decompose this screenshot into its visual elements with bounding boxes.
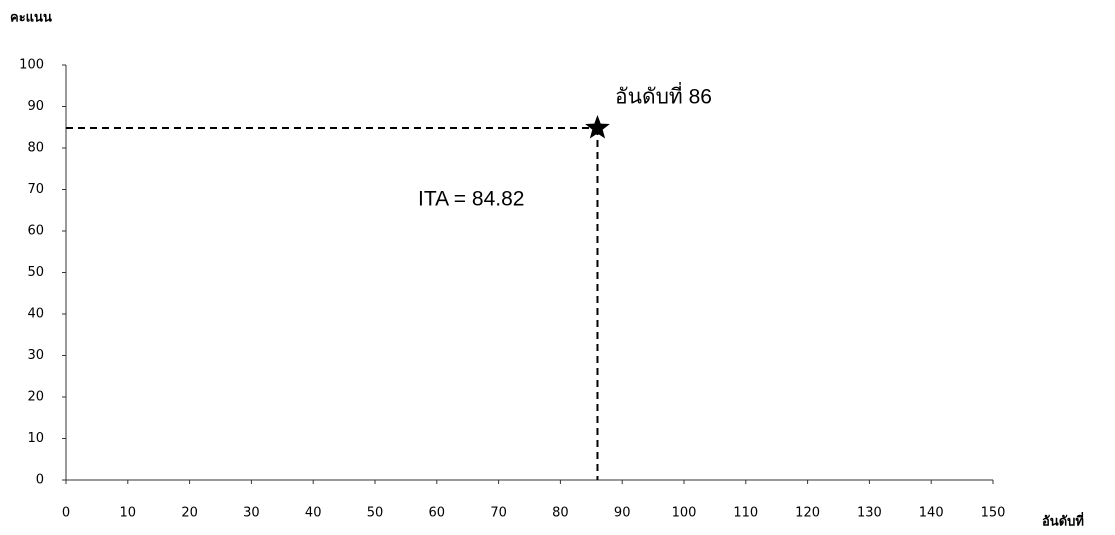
rank-annotation: อันดับที่ 86: [615, 82, 712, 109]
x-tick-label: 120: [795, 506, 820, 521]
y-tick-label: 50: [27, 265, 44, 280]
x-tick-label: 0: [62, 506, 70, 521]
x-tick-label: 30: [243, 506, 260, 521]
x-tick-label: 150: [981, 506, 1006, 521]
x-tick-label: 100: [672, 506, 697, 521]
y-tick-label: 40: [27, 307, 44, 322]
y-axis-label: คะแนน: [10, 11, 52, 26]
x-tick-label: 50: [367, 506, 384, 521]
x-tick-label: 80: [552, 506, 569, 521]
x-tick-label: 70: [490, 506, 507, 521]
y-tick-label: 0: [36, 473, 44, 488]
score-annotation: ITA = 84.82: [418, 188, 524, 211]
x-tick-label: 60: [429, 506, 446, 521]
y-tick-label: 90: [27, 99, 44, 114]
x-tick-label: 20: [181, 506, 198, 521]
x-tick-label: 90: [614, 506, 631, 521]
x-tick-label: 10: [120, 506, 137, 521]
point-star: [585, 115, 610, 139]
y-tick-label: 20: [27, 390, 44, 405]
y-tick-label: 100: [19, 58, 44, 73]
y-tick-label: 30: [27, 348, 44, 363]
y-tick-label: 60: [27, 224, 44, 239]
x-tick-label: 140: [919, 506, 944, 521]
x-tick-label: 110: [733, 506, 758, 521]
x-axis-label: อันดับที่: [1042, 512, 1084, 530]
y-tick-label: 10: [27, 431, 44, 446]
y-tick-label: 80: [27, 141, 44, 156]
x-tick-label: 130: [857, 506, 882, 521]
x-tick-label: 40: [305, 506, 322, 521]
y-tick-label: 70: [27, 182, 44, 197]
